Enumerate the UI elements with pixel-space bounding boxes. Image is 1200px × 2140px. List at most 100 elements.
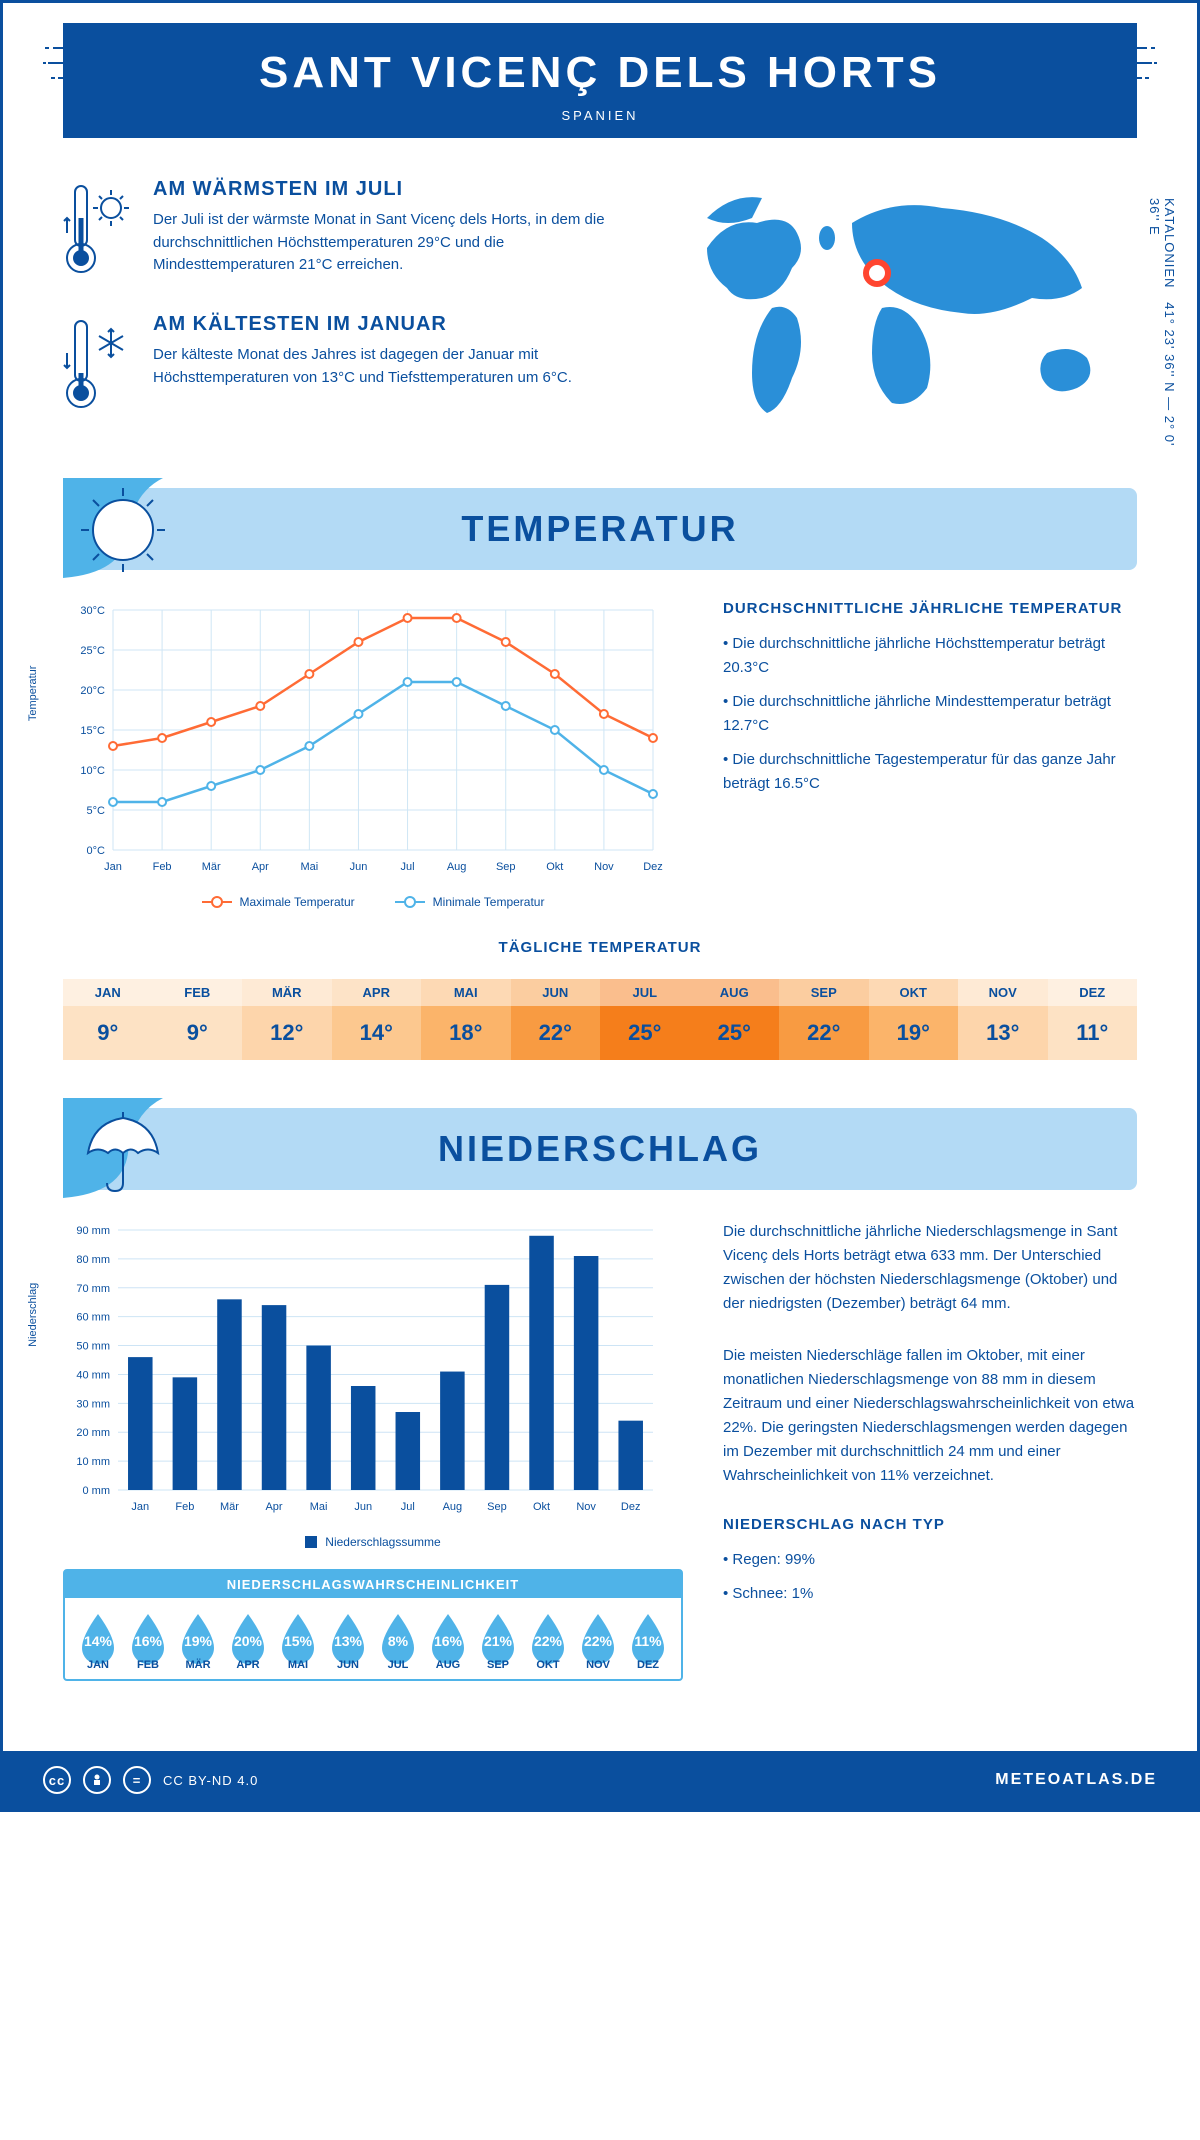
- svg-text:Mär: Mär: [202, 861, 221, 873]
- svg-text:Feb: Feb: [153, 861, 172, 873]
- svg-text:Aug: Aug: [447, 861, 467, 873]
- precip-drop: 16%AUG: [423, 1610, 473, 1671]
- footer: cc = CC BY-ND 4.0 METEOATLAS.DE: [3, 1751, 1197, 1809]
- umbrella-icon: [63, 1098, 193, 1213]
- svg-text:60 mm: 60 mm: [76, 1312, 110, 1324]
- temp-cell: OKT19°: [869, 971, 959, 1068]
- svg-text:80 mm: 80 mm: [76, 1254, 110, 1266]
- precip-drop: 8%JUL: [373, 1610, 423, 1671]
- warmest-title: AM WÄRMSTEN IM JULI: [153, 178, 637, 201]
- section-title: TEMPERATUR: [63, 508, 1137, 550]
- svg-text:Feb: Feb: [175, 1501, 194, 1513]
- svg-text:50 mm: 50 mm: [76, 1341, 110, 1353]
- world-map-icon: [677, 178, 1117, 438]
- temperature-chart: 0°C5°C10°C15°C20°C25°C30°CJanFebMärAprMa…: [63, 600, 683, 909]
- svg-text:40 mm: 40 mm: [76, 1369, 110, 1381]
- section-title: NIEDERSCHLAG: [63, 1128, 1137, 1170]
- precip-drop: 13%JUN: [323, 1610, 373, 1671]
- svg-text:Nov: Nov: [576, 1501, 596, 1513]
- precipitation-chart: 0 mm 10 mm 20 mm 30 mm 40 mm 50 mm 60 mm 70 mm 8…: [63, 1220, 683, 1681]
- precip-drop: 21%SEP: [473, 1610, 523, 1671]
- temp-cell: MÄR12°: [242, 971, 332, 1068]
- page-subtitle: SPANIEN: [63, 108, 1137, 123]
- coordinates: KATALONIEN 41° 23' 36'' N — 2° 0' 36'' E: [1147, 198, 1177, 448]
- thermometer-cold-icon: [63, 313, 133, 418]
- warmest-text: Der Juli ist der wärmste Monat in Sant V…: [153, 209, 637, 277]
- svg-text:Sep: Sep: [487, 1501, 507, 1513]
- temp-cell: JUN22°: [511, 971, 601, 1068]
- svg-text:Apr: Apr: [265, 1501, 282, 1513]
- chart-legend: Maximale Temperatur Minimale Temperatur: [63, 895, 683, 909]
- precip-probability: NIEDERSCHLAGSWAHRSCHEINLICHKEIT 14%JAN16…: [63, 1569, 683, 1681]
- coldest-text: Der kälteste Monat des Jahres ist dagege…: [153, 344, 637, 389]
- svg-text:10°C: 10°C: [80, 765, 105, 777]
- precip-drop: 22%OKT: [523, 1610, 573, 1671]
- svg-text:Jul: Jul: [401, 1501, 415, 1513]
- svg-text:20°C: 20°C: [80, 685, 105, 697]
- svg-text:5°C: 5°C: [87, 805, 106, 817]
- temp-cell: JUL25°: [600, 971, 690, 1068]
- temp-heading: DURCHSCHNITTLICHE JÄHRLICHE TEMPERATUR: [723, 600, 1137, 617]
- svg-text:Okt: Okt: [546, 861, 563, 873]
- svg-text:Aug: Aug: [443, 1501, 463, 1513]
- temp-cell: AUG25°: [690, 971, 780, 1068]
- svg-text:Apr: Apr: [252, 861, 269, 873]
- temp-cell: SEP22°: [779, 971, 869, 1068]
- thermometer-hot-icon: [63, 178, 133, 283]
- header-wrap: SANT VICENÇ DELS HORTS SPANIEN: [3, 3, 1197, 138]
- svg-text:25°C: 25°C: [80, 645, 105, 657]
- section-header-temperatur: TEMPERATUR: [63, 488, 1137, 570]
- by-icon: [83, 1766, 111, 1794]
- svg-text:20 mm: 20 mm: [76, 1427, 110, 1439]
- svg-text:Dez: Dez: [643, 861, 663, 873]
- svg-text:Mai: Mai: [300, 861, 318, 873]
- precip-prob-title: NIEDERSCHLAGSWAHRSCHEINLICHKEIT: [65, 1571, 681, 1598]
- temp-cell: JAN9°: [63, 971, 153, 1068]
- svg-text:10 mm: 10 mm: [76, 1456, 110, 1468]
- info-column: AM WÄRMSTEN IM JULI Der Juli ist der wär…: [63, 178, 637, 448]
- warmest-block: AM WÄRMSTEN IM JULI Der Juli ist der wär…: [63, 178, 637, 283]
- temp-cell: DEZ11°: [1048, 971, 1138, 1068]
- precipitation-text: Die durchschnittliche jährliche Niedersc…: [723, 1220, 1137, 1681]
- svg-text:Sep: Sep: [496, 861, 516, 873]
- temp-bullet: • Die durchschnittliche jährliche Höchst…: [723, 632, 1137, 680]
- svg-text:30 mm: 30 mm: [76, 1398, 110, 1410]
- svg-text:70 mm: 70 mm: [76, 1283, 110, 1295]
- svg-text:90 mm: 90 mm: [76, 1225, 110, 1237]
- header: SANT VICENÇ DELS HORTS SPANIEN: [63, 23, 1137, 138]
- precip-drop: 16%FEB: [123, 1610, 173, 1671]
- coldest-block: AM KÄLTESTEN IM JANUAR Der kälteste Mona…: [63, 313, 637, 418]
- precip-type: • Schnee: 1%: [723, 1582, 1137, 1606]
- coldest-title: AM KÄLTESTEN IM JANUAR: [153, 313, 637, 336]
- section-header-niederschlag: NIEDERSCHLAG: [63, 1108, 1137, 1190]
- svg-text:Mai: Mai: [310, 1501, 328, 1513]
- svg-text:0 mm: 0 mm: [83, 1485, 111, 1497]
- precip-drop: 22%NOV: [573, 1610, 623, 1671]
- precip-drop: 11%DEZ: [623, 1610, 673, 1671]
- footer-site: METEOATLAS.DE: [995, 1771, 1157, 1789]
- svg-text:Jun: Jun: [354, 1501, 372, 1513]
- svg-text:Okt: Okt: [533, 1501, 550, 1513]
- svg-text:Jan: Jan: [104, 861, 122, 873]
- nd-icon: =: [123, 1766, 151, 1794]
- temp-cell: APR14°: [332, 971, 422, 1068]
- precip-drop: 14%JAN: [73, 1610, 123, 1671]
- precip-para: Die durchschnittliche jährliche Niedersc…: [723, 1220, 1137, 1316]
- temp-cell: MAI18°: [421, 971, 511, 1068]
- chart-legend: Niederschlagssumme: [63, 1535, 683, 1549]
- precip-type: • Regen: 99%: [723, 1548, 1137, 1572]
- precip-drop: 15%MAI: [273, 1610, 323, 1671]
- svg-text:30°C: 30°C: [80, 605, 105, 617]
- sun-icon: [63, 478, 193, 593]
- precip-drop: 20%APR: [223, 1610, 273, 1671]
- svg-text:15°C: 15°C: [80, 725, 105, 737]
- daily-temp-strip: JAN9°FEB9°MÄR12°APR14°MAI18°JUN22°JUL25°…: [63, 971, 1137, 1068]
- svg-text:Jul: Jul: [401, 861, 415, 873]
- page-title: SANT VICENÇ DELS HORTS: [63, 48, 1137, 98]
- svg-text:Mär: Mär: [220, 1501, 239, 1513]
- svg-text:Jan: Jan: [131, 1501, 149, 1513]
- temperature-text: DURCHSCHNITTLICHE JÄHRLICHE TEMPERATUR •…: [723, 600, 1137, 909]
- svg-text:Dez: Dez: [621, 1501, 641, 1513]
- svg-text:Nov: Nov: [594, 861, 614, 873]
- svg-text:Jun: Jun: [350, 861, 368, 873]
